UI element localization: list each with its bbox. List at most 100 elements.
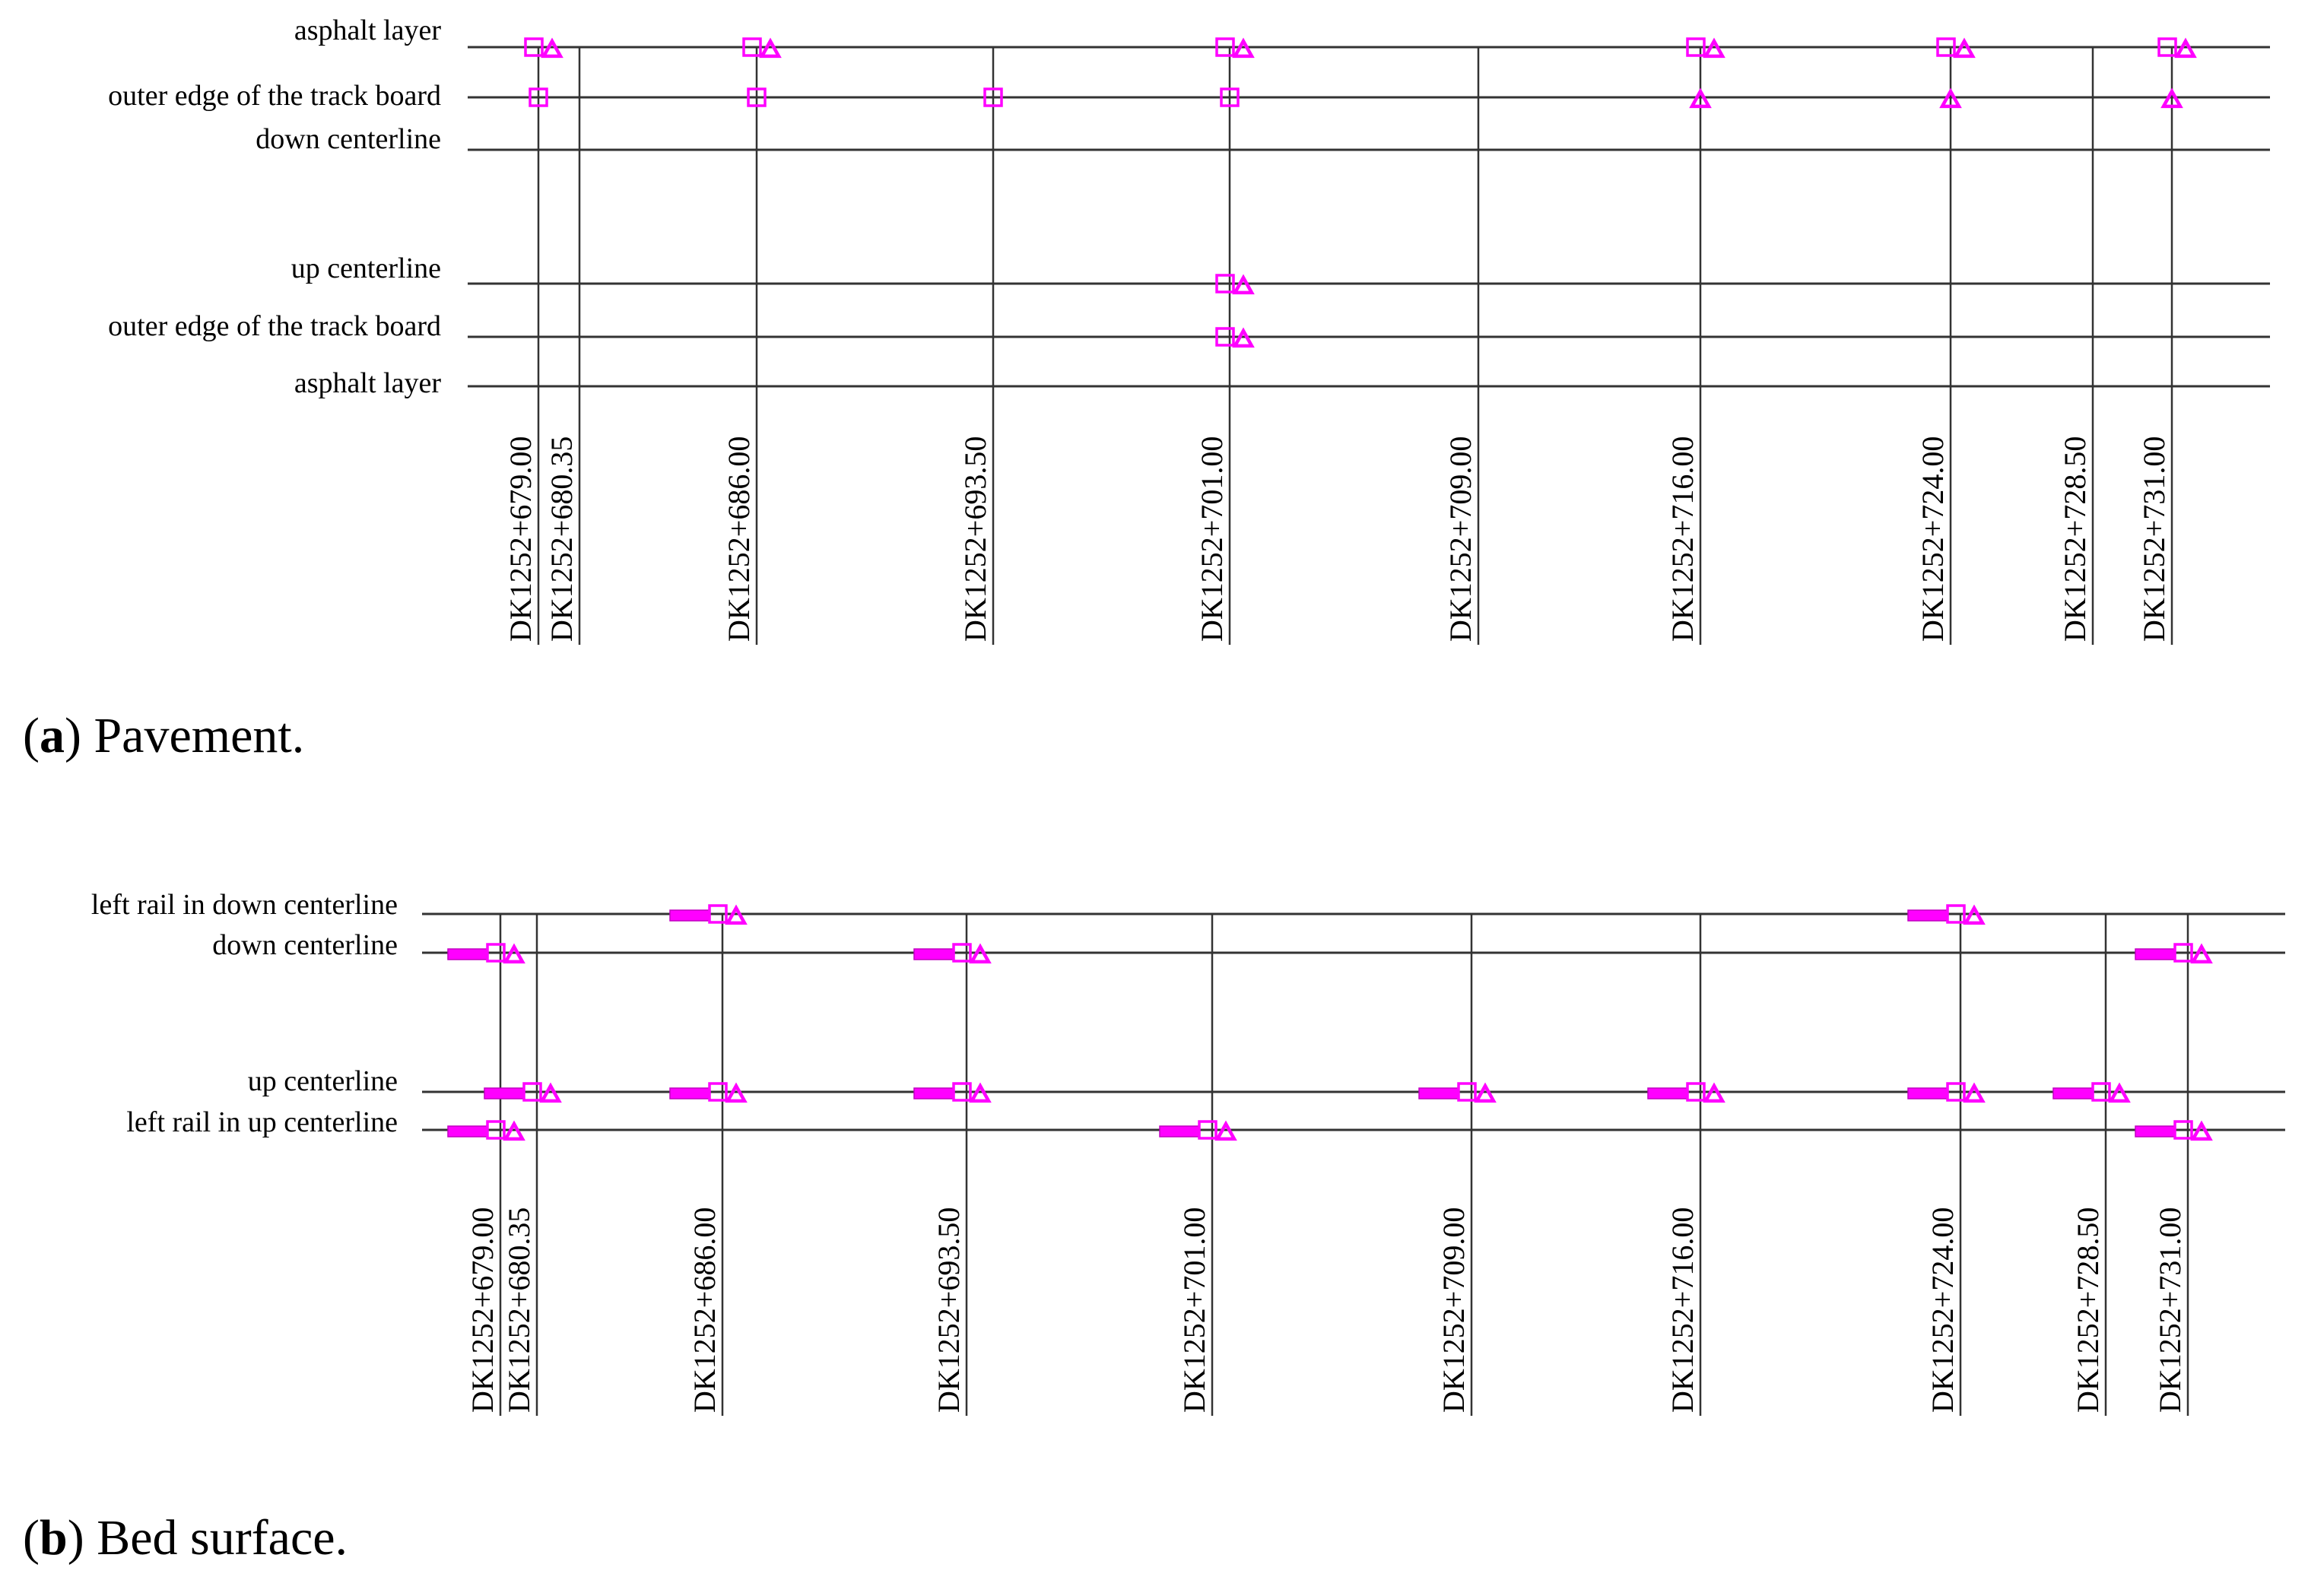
panel-b-square-marker-12 [2091, 1082, 2111, 1102]
panel-b-bar-marker-5 [913, 948, 954, 960]
panel-a-square-marker-0 [524, 37, 544, 57]
panel-b-square-marker-13 [2173, 943, 2193, 963]
panel-b-triangle-marker-0 [503, 943, 525, 964]
panel-b-row-label-0: left rail in down centerline [91, 889, 398, 921]
panel-b-station-label-3: DK1252+693.50 [932, 1207, 966, 1413]
panel-a-square-marker-3 [747, 87, 767, 107]
panel-b-bar-marker-13 [2135, 948, 2176, 960]
panel-a-row-label-4: outer edge of the track board [108, 310, 441, 342]
panel-b-bar-marker-8 [1418, 1087, 1459, 1099]
panel-a-triangle-marker-12 [1939, 87, 1962, 109]
panel-a-station-label-1: DK1252+680.35 [544, 436, 579, 642]
panel-b-bar-marker-7 [1159, 1125, 1200, 1138]
panel-b-station-label-4: DK1252+701.00 [1177, 1207, 1211, 1413]
panel-a-square-marker-7 [1215, 274, 1235, 293]
panel-b-triangle-marker-3 [725, 904, 748, 925]
panel-a-triangle-marker-5 [1232, 37, 1255, 59]
panel-b-triangle-marker-6 [969, 1082, 992, 1103]
panel-b-square-marker-0 [486, 943, 506, 963]
panel-b-triangle-marker-4 [725, 1082, 748, 1103]
panel-a-station-label-7: DK1252+724.00 [1916, 436, 1950, 642]
panel-a-row-label-2: down centerline [256, 123, 441, 155]
panel-b-triangle-marker-14 [2190, 1120, 2213, 1141]
panel-a-row-label-0: asphalt layer [294, 14, 441, 46]
panel-b-bar-marker-2 [484, 1087, 525, 1099]
caption-b-text: Bed surface. [97, 1510, 348, 1566]
panel-b-triangle-marker-1 [503, 1120, 525, 1141]
panel-a-station-label-4: DK1252+701.00 [1195, 436, 1229, 642]
panel-a-square-marker-6 [1220, 87, 1240, 107]
panel-b-row-label-3: left rail in up centerline [126, 1106, 398, 1138]
panel-b-row-label-2: up centerline [248, 1065, 398, 1097]
panel-b-bar-marker-10 [1907, 909, 1948, 922]
panel-b-square-marker-11 [1946, 1082, 1966, 1102]
panel-b-square-marker-2 [522, 1082, 542, 1102]
panel-a-square-marker-8 [1215, 327, 1235, 347]
panel-b-station-label-5: DK1252+709.00 [1437, 1207, 1471, 1413]
panel-b-triangle-marker-10 [1963, 904, 1986, 925]
panel-a-row-label-1: outer edge of the track board [108, 80, 441, 112]
panel-a-station-label-5: DK1252+709.00 [1443, 436, 1478, 642]
panel-b-triangle-marker-13 [2190, 943, 2213, 964]
panel-b-triangle-marker-9 [1703, 1082, 1725, 1103]
panel-b-station-label-8: DK1252+728.50 [2071, 1207, 2105, 1413]
panel-a-square-marker-2 [742, 37, 762, 57]
panel-a-triangle-marker-8 [1232, 327, 1255, 348]
panel-b-bar-marker-6 [913, 1087, 954, 1099]
panel-b-square-marker-4 [708, 1082, 728, 1102]
panel-a-station-label-2: DK1252+686.00 [722, 436, 756, 642]
panel-b-station-label-0: DK1252+679.00 [465, 1207, 500, 1413]
caption-b: (b) Bed surface. [23, 1510, 348, 1566]
panel-b-station-label-7: DK1252+724.00 [1925, 1207, 1960, 1413]
panel-b-bar-marker-0 [447, 948, 488, 960]
panel-a-square-marker-11 [1936, 37, 1956, 57]
panel-a-triangle-marker-7 [1232, 274, 1255, 295]
caption-b-letter: b [39, 1510, 68, 1566]
panel-b-triangle-marker-5 [969, 943, 992, 964]
panel-b-bar-marker-3 [669, 909, 710, 922]
panel-a-station-label-8: DK1252+728.50 [2058, 436, 2092, 642]
caption-a-text: Pavement. [94, 708, 305, 763]
panel-b-bar-marker-14 [2135, 1125, 2176, 1138]
panel-b-triangle-marker-2 [539, 1082, 562, 1103]
panel-a-station-label-0: DK1252+679.00 [503, 436, 538, 642]
panel-a-triangle-marker-0 [541, 37, 564, 59]
panel-b-square-marker-14 [2173, 1120, 2193, 1140]
panel-b-triangle-marker-11 [1963, 1082, 1986, 1103]
panel-b-bar-marker-11 [1907, 1087, 1948, 1099]
panel-b-square-marker-8 [1457, 1082, 1477, 1102]
panel-b-square-marker-10 [1946, 904, 1966, 924]
panel-a-row-label-5: asphalt layer [294, 367, 441, 399]
panel-b-station-label-6: DK1252+716.00 [1665, 1207, 1700, 1413]
panel-b-triangle-marker-8 [1474, 1082, 1497, 1103]
panel-b-bar-marker-9 [1647, 1087, 1688, 1099]
panel-a-square-marker-9 [1686, 37, 1706, 57]
panel-b-bar-marker-12 [2052, 1087, 2094, 1099]
panel-a-square-marker-4 [983, 87, 1003, 107]
panel-a-triangle-marker-9 [1703, 37, 1725, 59]
panel-a-triangle-marker-13 [2174, 37, 2197, 59]
panel-a-triangle-marker-2 [759, 37, 782, 59]
panel-b-row-label-1: down centerline [212, 929, 398, 961]
panel-b-square-marker-5 [952, 943, 972, 963]
panel-a-station-label-9: DK1252+731.00 [2137, 436, 2171, 642]
panel-a-square-marker-5 [1215, 37, 1235, 57]
panel-a-row-label-3: up centerline [291, 252, 441, 284]
panel-b-triangle-marker-12 [2108, 1082, 2131, 1103]
panel-b-station-label-9: DK1252+731.00 [2153, 1207, 2187, 1413]
panel-a-station-label-3: DK1252+693.50 [958, 436, 992, 642]
caption-a: (a) Pavement. [23, 708, 305, 763]
panel-a-square-marker-1 [529, 87, 548, 107]
panel-b-square-marker-6 [952, 1082, 972, 1102]
panel-a-triangle-marker-11 [1953, 37, 1976, 59]
panel-b-bar-marker-4 [669, 1087, 710, 1099]
panel-b-square-marker-7 [1198, 1120, 1217, 1140]
panel-b-square-marker-3 [708, 904, 728, 924]
panel-b-square-marker-1 [486, 1120, 506, 1140]
panel-b-triangle-marker-7 [1214, 1120, 1237, 1141]
panel-a-station-label-6: DK1252+716.00 [1665, 436, 1700, 642]
panel-b-square-marker-9 [1686, 1082, 1706, 1102]
panel-b-station-label-1: DK1252+680.35 [502, 1207, 536, 1413]
panel-a-triangle-marker-14 [2160, 87, 2183, 109]
